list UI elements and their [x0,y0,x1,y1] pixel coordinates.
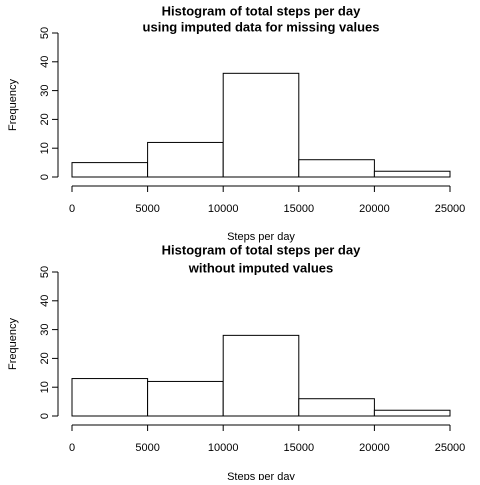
panel-2-y-tick-label-5: 40 [39,295,51,307]
panel-1-x-tick-label-4: 15000 [284,203,315,215]
panel-2-x-tick-label-5: 20000 [359,442,390,454]
panel-2-x-tick-label-1: 0 [69,442,75,454]
panel-1-bar-3 [222,72,300,178]
panel-2-y-tick-label-4: 30 [39,323,51,335]
panel-1-x-axis-label: Steps per day [227,231,295,243]
panel-1-y-axis-label: Frequency [7,79,19,131]
panel-1-y-tick-label-3: 20 [39,113,51,125]
panel-1-title-line-1: Histogram of total steps per day [162,3,361,18]
panel-2-bar-3 [222,334,300,417]
panel-2-x-tick-label-6: 25000 [435,442,466,454]
panel-1-title-line-2: using imputed data for missing values [143,19,380,34]
panel-2-title-line-2: without imputed values [188,260,333,275]
panel-1-x-tick-label-6: 25000 [435,203,466,215]
panel-1-y-tick-label-5: 40 [39,56,51,68]
panel-1-y-tick-label-6: 50 [39,27,51,39]
panel-2-y-tick-label-1: 0 [39,413,51,419]
panel-1-bar-5 [373,170,451,178]
panel-2-y-tick-label-3: 20 [39,352,51,364]
panel-2-bar-1 [71,378,149,417]
panel-2-title-line-1: Histogram of total steps per day [162,242,361,257]
panel-2-y-axis-label: Frequency [7,318,19,370]
panel-2-x-tick-label-4: 15000 [284,442,315,454]
panel-1-x-tick-label-3: 10000 [208,203,239,215]
panel-1-y-tick-label-1: 0 [39,174,51,180]
panel-1-bar-4 [298,159,375,178]
panel-1-bar-1 [71,162,149,178]
panel-2-x-tick-label-2: 5000 [135,442,159,454]
panel-2-y-tick-label-6: 50 [39,266,51,278]
panel-1-x-tick-label-2: 5000 [135,203,159,215]
panel-2-bar-4 [298,398,375,417]
panel-1-x-tick-label-1: 0 [69,203,75,215]
panel-2-x-axis-label: Steps per day [227,471,295,480]
panel-1-y-tick-label-4: 30 [39,84,51,96]
panel-2-bar-2 [147,380,224,417]
panel-2-y-tick-label-2: 10 [39,381,51,393]
panel-1-x-tick-label-5: 20000 [359,203,390,215]
panel-1-y-tick-label-2: 10 [39,142,51,154]
panel-2-x-tick-label-3: 10000 [208,442,239,454]
panel-1-bar-2 [147,141,224,178]
panel-2-bar-5 [373,409,451,417]
